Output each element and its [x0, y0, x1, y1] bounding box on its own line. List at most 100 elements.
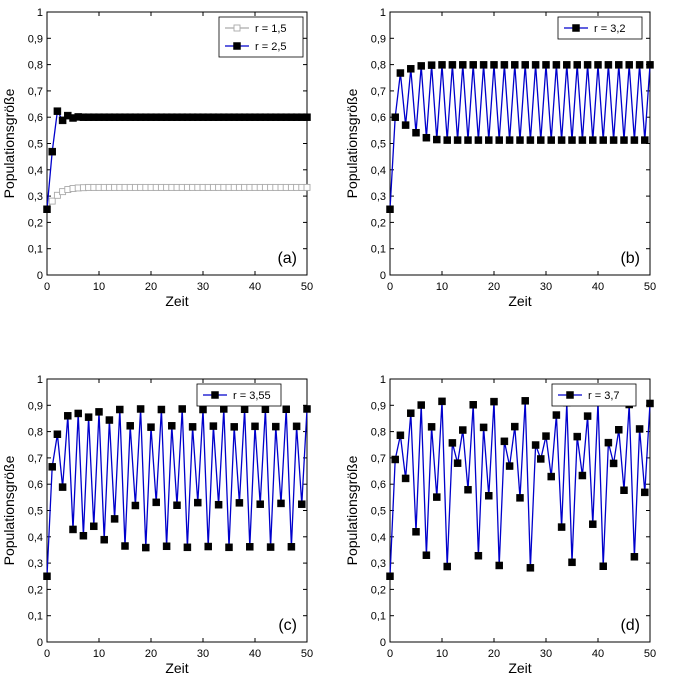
data-point	[412, 128, 420, 137]
data-point	[272, 422, 280, 431]
data-point	[630, 136, 639, 144]
legend: r = 3,2	[557, 16, 643, 40]
y-tick-label: 0,6	[28, 112, 43, 124]
x-tick-label: 50	[301, 281, 313, 293]
panel-label: (d)	[620, 617, 640, 634]
y-tick-label: 0,4	[28, 165, 43, 177]
data-point	[448, 61, 457, 69]
y-tick-label: 1	[37, 374, 43, 386]
data-point	[599, 562, 607, 571]
plot-area	[46, 378, 308, 643]
data-point	[443, 136, 451, 144]
data-point	[209, 422, 218, 430]
data-point	[105, 416, 114, 424]
data-point	[630, 553, 639, 561]
data-point	[474, 551, 483, 560]
data-point	[199, 405, 207, 414]
data-point	[490, 397, 498, 406]
data-point	[53, 430, 62, 438]
data-point	[443, 562, 451, 571]
data-point	[583, 412, 592, 420]
x-tick-label: 10	[436, 648, 448, 660]
data-point	[433, 135, 441, 144]
y-tick-label: 0	[380, 270, 386, 282]
data-point	[635, 425, 644, 433]
data-point	[511, 61, 519, 69]
x-tick-label: 40	[592, 281, 604, 293]
series-markers-1	[43, 405, 311, 580]
y-tick-label: 0	[37, 270, 43, 282]
y-tick-label: 0,6	[371, 479, 386, 491]
data-point	[116, 405, 124, 414]
y-tick-label: 0	[380, 637, 386, 649]
data-point	[168, 422, 176, 430]
x-axis-label: Zeit	[165, 660, 188, 676]
y-tick-label: 0,1	[28, 244, 43, 256]
data-point	[485, 136, 493, 144]
data-point	[90, 522, 98, 531]
data-point	[615, 61, 623, 69]
data-point	[568, 558, 576, 567]
y-tick-label: 0,9	[371, 400, 386, 412]
legend: r = 3,55	[196, 383, 282, 407]
data-point	[58, 116, 67, 125]
data-point	[620, 136, 628, 144]
x-tick-label: 30	[197, 648, 209, 660]
data-point	[48, 463, 56, 471]
y-tick-label: 0,8	[371, 427, 386, 439]
data-point	[100, 535, 108, 544]
data-point	[448, 439, 457, 447]
data-point	[505, 136, 514, 144]
data-point	[225, 543, 233, 552]
data-point	[583, 61, 592, 69]
data-point	[48, 197, 56, 205]
x-tick-label: 30	[197, 281, 209, 293]
legend-box	[557, 16, 643, 40]
y-tick-label: 0,8	[28, 60, 43, 72]
data-point	[537, 136, 545, 144]
data-point	[427, 423, 436, 431]
y-tick-label: 0,7	[28, 86, 43, 98]
data-point	[147, 423, 155, 431]
y-tick-label: 0,7	[371, 453, 386, 465]
data-point	[427, 61, 436, 69]
data-point	[261, 405, 270, 413]
data-point	[495, 136, 503, 144]
y-tick-label: 0,2	[28, 584, 43, 596]
data-point	[58, 483, 67, 491]
data-point	[391, 455, 399, 464]
data-point	[422, 551, 431, 559]
data-point	[95, 408, 103, 416]
data-point	[194, 498, 202, 507]
data-point	[396, 431, 405, 440]
data-point	[516, 136, 524, 144]
data-point	[256, 500, 264, 508]
data-point	[531, 441, 540, 449]
x-tick-label: 40	[592, 648, 604, 660]
y-tick-label: 0,6	[28, 479, 43, 491]
data-point	[511, 422, 519, 431]
data-point	[110, 515, 119, 523]
data-point	[635, 61, 644, 69]
data-point	[401, 121, 410, 129]
data-point	[230, 423, 238, 431]
data-point	[407, 65, 415, 73]
data-point	[547, 472, 555, 481]
data-point	[599, 136, 607, 144]
data-point	[391, 113, 399, 121]
data-point	[578, 136, 587, 144]
data-point	[64, 412, 72, 420]
data-point	[396, 69, 405, 77]
data-point	[609, 459, 618, 468]
y-tick-label: 0,3	[28, 191, 43, 203]
data-point	[157, 405, 166, 414]
data-point	[521, 61, 529, 69]
panel-label: (a)	[277, 250, 297, 267]
data-point	[131, 501, 140, 510]
data-point	[235, 499, 244, 507]
data-point	[121, 542, 129, 550]
legend-marker	[566, 391, 574, 399]
x-tick-label: 20	[145, 648, 157, 660]
y-tick-label: 0,5	[28, 139, 43, 151]
data-point	[162, 542, 171, 551]
